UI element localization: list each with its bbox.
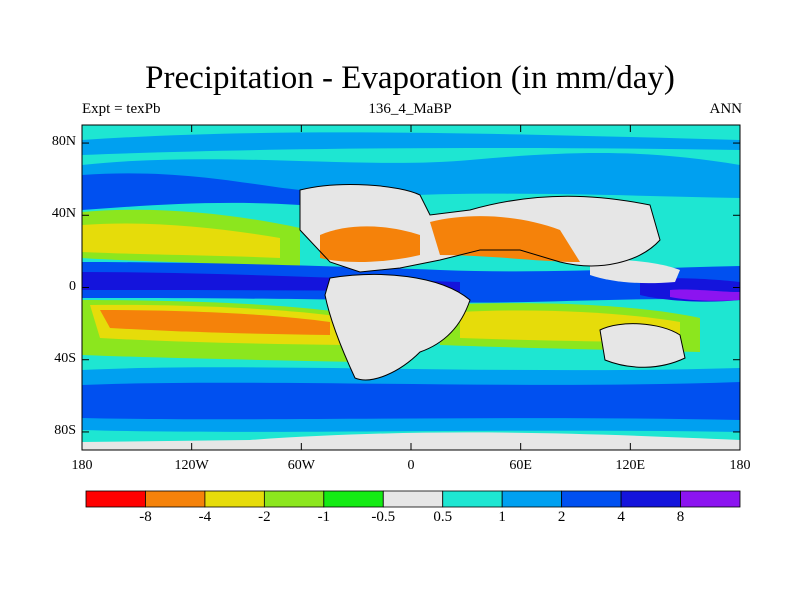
colorbar-label: 4: [617, 509, 625, 525]
colorbar-swatch: [85, 490, 146, 508]
lat-label: 80N: [51, 134, 76, 150]
colorbar-label: -0.5: [371, 509, 396, 525]
lon-label: 180: [729, 458, 751, 473]
axis-ticks: [81, 125, 741, 450]
right-string: ANN: [709, 101, 743, 117]
colorbar-swatch: [620, 490, 681, 508]
colorbar-swatch: [442, 490, 503, 508]
lon-label: 120E: [615, 458, 646, 473]
plot-title: Precipitation - Evaporation (in mm/day): [145, 60, 675, 96]
colorbar-swatch: [145, 490, 206, 508]
lat-label: 40N: [51, 206, 76, 222]
colorbar-swatch: [263, 490, 325, 508]
lon-label: 60E: [509, 458, 532, 473]
lon-label: 120W: [174, 458, 209, 473]
colorbar-label: 8: [676, 509, 685, 525]
colorbar-label: 2: [557, 509, 566, 525]
colorbar-label: 0.5: [433, 509, 453, 525]
lon-label: 180: [71, 458, 93, 473]
colorbar-label: -2: [258, 509, 271, 525]
map-field: [82, 125, 740, 450]
lat-label: 0: [69, 278, 76, 294]
colorbar-swatch: [501, 490, 563, 508]
colorbar-swatch: [382, 490, 444, 508]
colorbar-swatch: [680, 490, 741, 508]
colorbar-swatch: [561, 490, 622, 508]
colorbar-label: -1: [317, 509, 331, 525]
colorbar-label: -4: [198, 509, 212, 525]
lon-label: 0: [407, 458, 415, 473]
colorbar-swatch: [323, 490, 384, 508]
lat-label: 80S: [54, 422, 76, 438]
colorbar-swatch: [204, 490, 265, 508]
colorbar: [85, 490, 741, 508]
lat-label: 40S: [54, 350, 76, 366]
center-string: 136_4_MaBP: [368, 101, 452, 117]
colorbar-label: -8: [139, 509, 152, 525]
lon-label: 60W: [287, 458, 315, 473]
left-string: Expt = texPb: [82, 101, 161, 117]
colorbar-label: 1: [498, 509, 506, 525]
